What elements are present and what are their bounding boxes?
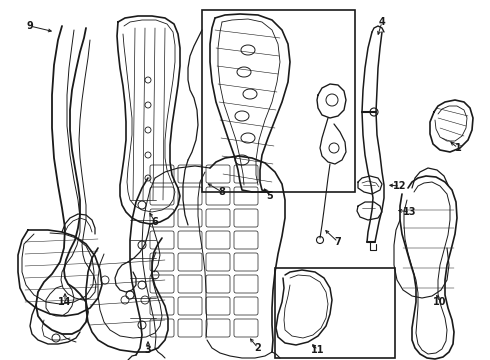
Text: 7: 7: [335, 237, 342, 247]
Bar: [202, 10, 355, 192]
Text: 13: 13: [403, 207, 417, 217]
Text: 14: 14: [58, 297, 72, 307]
Bar: [275, 268, 395, 358]
Text: 4: 4: [379, 17, 385, 27]
Text: 2: 2: [255, 343, 261, 353]
Text: 11: 11: [311, 345, 325, 355]
Text: 12: 12: [393, 181, 407, 191]
Text: 9: 9: [26, 21, 33, 31]
Text: 5: 5: [267, 191, 273, 201]
Text: 1: 1: [455, 143, 462, 153]
Text: 10: 10: [433, 297, 447, 307]
Text: 3: 3: [145, 345, 151, 355]
Text: 6: 6: [151, 217, 158, 227]
Text: 8: 8: [219, 187, 225, 197]
